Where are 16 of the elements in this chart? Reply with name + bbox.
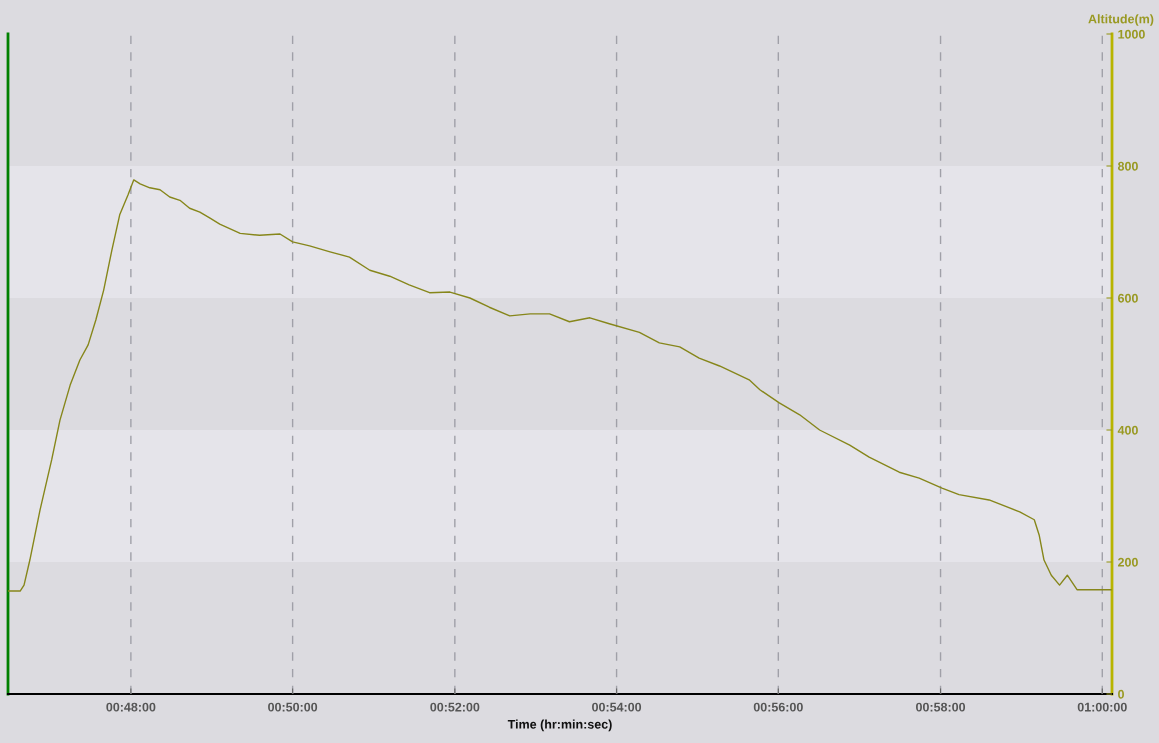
y-tick-label: 1000 [1118, 29, 1145, 39]
y-tick-label: 600 [1118, 293, 1138, 303]
x-tick-label: 00:52:00 [430, 702, 480, 712]
x-tick-label: 01:00:00 [1077, 702, 1127, 712]
x-tick-label: 00:58:00 [916, 702, 966, 712]
x-tick-label: 00:48:00 [106, 702, 156, 712]
y-tick-label: 200 [1117, 557, 1138, 567]
y-tick-label: 0 [1118, 689, 1124, 699]
x-tick-label: 00:50:00 [268, 702, 318, 712]
x-tick-label: 00:56:00 [753, 702, 803, 712]
y-tick-label: 400 [1117, 425, 1138, 435]
y-tick-label: 800 [1117, 161, 1138, 171]
line-series [8, 179, 1112, 592]
y-axis-title: Altitude(m) [1088, 14, 1154, 26]
x-tick-label: 00:54:00 [592, 702, 642, 712]
x-axis-title: Time (hr:min:sec) [507, 719, 612, 732]
